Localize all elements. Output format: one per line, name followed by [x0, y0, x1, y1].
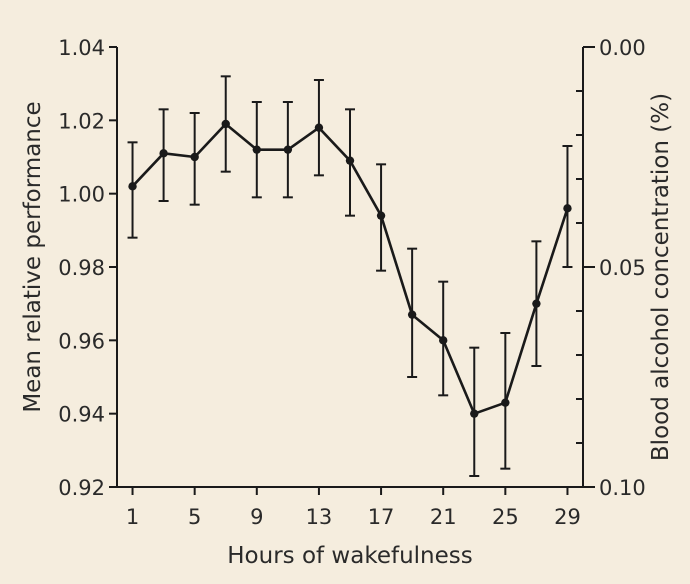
x-tick-label: 25 [492, 505, 519, 529]
data-point [283, 145, 293, 154]
y-tick-label: 0.94 [58, 403, 105, 427]
y-tick-label: 0.98 [58, 256, 105, 280]
data-point [345, 156, 355, 165]
data-point [470, 409, 479, 418]
y-tick-label: 0.96 [58, 329, 105, 353]
data-point [190, 152, 199, 162]
data-point [563, 204, 572, 213]
x-tick-label: 13 [306, 505, 333, 529]
data-point [159, 149, 168, 158]
data-point [532, 299, 541, 308]
y2-tick-label: 0.05 [599, 256, 646, 280]
data-point [376, 211, 386, 220]
y2-tick-label: 0.00 [599, 36, 646, 60]
data-point [439, 336, 448, 345]
data-point [128, 182, 137, 191]
y2-axis-title: Blood alcohol concentration (%) [648, 93, 674, 461]
x-tick-label: 5 [188, 505, 201, 529]
y-axis-title: Mean relative performance [20, 101, 46, 412]
x-tick-label: 17 [368, 505, 395, 529]
data-point [501, 398, 510, 407]
x-tick-label: 29 [554, 505, 581, 529]
data-point [407, 310, 417, 319]
data-point [221, 119, 230, 129]
axes: 0.92 0.94 0.96 0.98 1.00 1.02 1.04 1 5 9 13 17 21 25 2… [58, 36, 646, 529]
y-tick-label: 1.00 [58, 183, 105, 207]
y-tick-label: 0.92 [58, 476, 105, 500]
plot-area [127, 75, 573, 477]
x-tick-label: 9 [250, 505, 263, 529]
y-tick-label: 1.04 [58, 36, 105, 60]
x-axis-title: Hours of wakefulness [227, 543, 473, 569]
data-point [314, 123, 324, 132]
y-tick-label: 1.02 [58, 109, 105, 133]
x-tick-label: 21 [430, 505, 457, 529]
x-tick-label: 1 [126, 505, 139, 529]
data-point [252, 145, 261, 154]
y2-tick-label: 0.10 [599, 476, 646, 500]
